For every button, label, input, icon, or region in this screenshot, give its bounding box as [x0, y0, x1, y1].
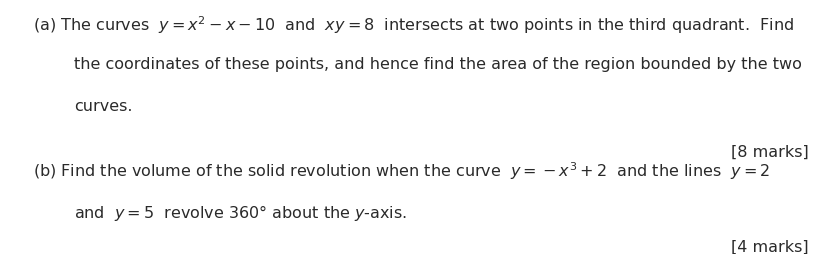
Text: the coordinates of these points, and hence find the area of the region bounded b: the coordinates of these points, and hen… [74, 57, 802, 72]
Text: (a) The curves  $y = x^2 - x - 10$  and  $xy = 8$  intersects at two points in t: (a) The curves $y = x^2 - x - 10$ and $x… [33, 14, 794, 36]
Text: and  $y = 5$  revolve 360° about the $y$-axis.: and $y = 5$ revolve 360° about the $y$-a… [74, 203, 408, 223]
Text: [4 marks]: [4 marks] [731, 240, 808, 254]
Text: (b) Find the volume of the solid revolution when the curve  $y = -x^3 + 2$  and : (b) Find the volume of the solid revolut… [33, 160, 771, 182]
Text: curves.: curves. [74, 99, 133, 114]
Text: [8 marks]: [8 marks] [731, 145, 808, 160]
